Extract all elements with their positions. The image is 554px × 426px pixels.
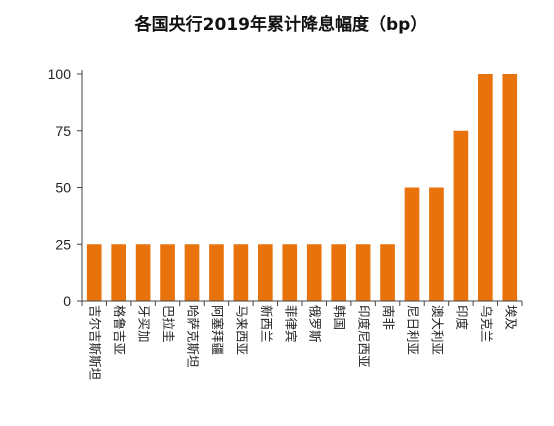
bar: [306, 244, 322, 301]
chart-title: 各国央行2019年累计降息幅度（bp）: [134, 14, 428, 35]
x-tick-label: 印度: [454, 305, 469, 331]
bar: [453, 130, 469, 301]
bars: [86, 74, 518, 301]
y-tick-label: 0: [63, 293, 71, 309]
bar: [111, 244, 126, 301]
x-tick-label: 吉尔吉斯斯坦: [88, 305, 103, 380]
y-tick-label: 50: [55, 180, 71, 196]
bar: [160, 244, 175, 301]
bar: [429, 187, 444, 301]
y-tick-label: 25: [55, 236, 71, 252]
bar: [355, 244, 371, 301]
y-tick-label: 75: [55, 123, 71, 139]
x-tick-label: 新西兰: [259, 305, 274, 343]
y-tick-label: 100: [48, 66, 72, 82]
x-tick-label: 哈萨克斯坦: [186, 305, 201, 368]
x-tick-label: 格鲁吉亚: [112, 305, 127, 355]
bar: [209, 244, 224, 301]
y-axis: 0 25 50 75 100: [48, 66, 83, 309]
x-tick-label: 巴拉圭: [161, 305, 176, 343]
bar: [502, 74, 518, 301]
bar: [86, 244, 102, 301]
x-tick-label: 阿塞拜疆: [210, 305, 225, 355]
x-tick-label: 菲律宾: [283, 305, 298, 343]
x-tick-label: 南非: [381, 305, 396, 330]
x-tick-label: 韩国: [332, 305, 347, 330]
bar: [380, 244, 395, 301]
x-tick-label: 印度尼西亚: [357, 305, 372, 368]
bar: [258, 244, 273, 301]
bar: [404, 187, 420, 301]
x-tick-label: 埃及: [503, 305, 518, 331]
bar: [282, 244, 298, 301]
bar: [233, 244, 249, 301]
x-tick-label: 尼日利亚: [406, 305, 421, 355]
x-tick-label: 牙买加: [137, 305, 152, 343]
bar: [184, 244, 200, 301]
x-tick-label: 马来西亚: [234, 305, 249, 355]
bar: [135, 244, 151, 301]
x-tick-label: 乌克兰: [479, 305, 494, 343]
x-tick-label: 俄罗斯: [308, 305, 323, 343]
bar: [478, 74, 493, 301]
x-axis: 吉尔吉斯斯坦 格鲁吉亚 牙买加 巴拉圭 哈萨克斯坦 阿塞拜疆 马来西亚 新西兰 菲律宾 俄罗斯 韩国…: [81, 300, 523, 380]
bar: [331, 244, 346, 301]
x-tick-label: 澳大利亚: [430, 305, 445, 355]
